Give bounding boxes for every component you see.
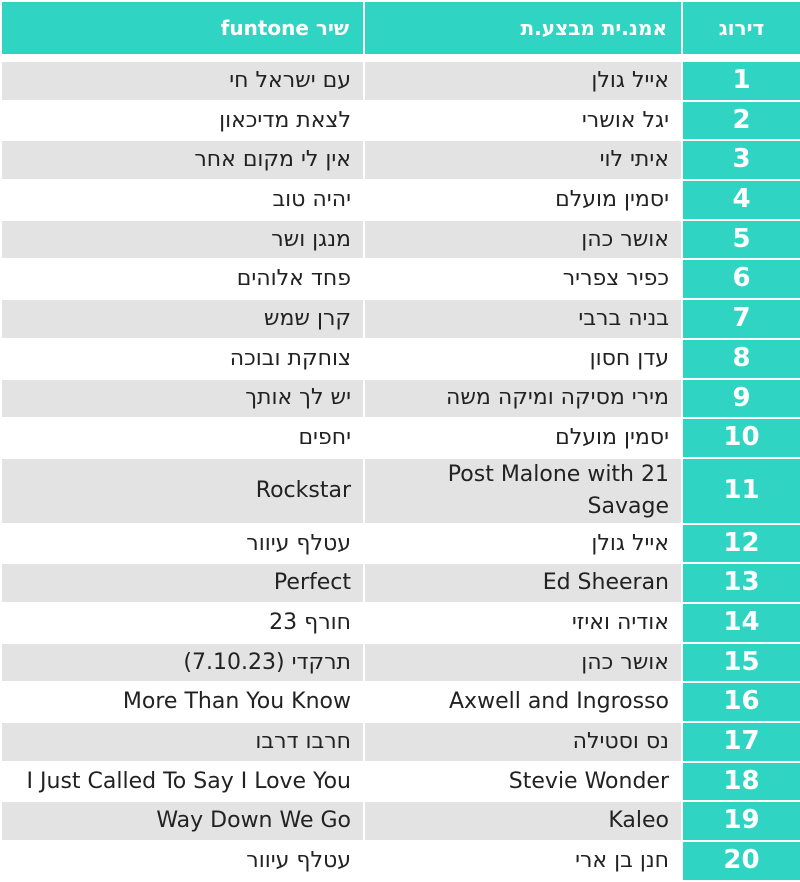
rank-cell: 18 [683, 762, 800, 801]
table-row: 7 בניה ברבי קרן שמש [2, 300, 800, 338]
rank-cell: 11 [683, 458, 800, 523]
table-row: 1 אייל גולן עם ישראל חי [2, 62, 800, 100]
table-row: 17 נס וסטילה חרבו דרבו [2, 723, 800, 761]
artist-cell: אייל גולן [365, 524, 681, 563]
table-row: 8 עדן חסון צוחקת ובוכה [2, 339, 800, 378]
song-cell: I Just Called To Say I Love You [2, 762, 363, 801]
table-row: 5 אושר כהן מנגן ושר [2, 220, 800, 259]
song-cell: עטלף עיוור [2, 524, 363, 563]
rank-cell: 10 [683, 419, 800, 457]
table-row: 11 Post Malone with 21 Savage Rockstar [2, 458, 800, 523]
artist-cell: נס וסטילה [365, 723, 681, 761]
song-cell: יחפים [2, 419, 363, 457]
table-row: 15 אושר כהן תרקדי (7.10.23) [2, 643, 800, 682]
rank-cell: 17 [683, 723, 800, 761]
table-row: 12 אייל גולן עטלף עיוור [2, 524, 800, 563]
rank-cell: 5 [683, 220, 800, 259]
artist-cell: Stevie Wonder [365, 762, 681, 801]
table-row: 10 יסמין מועלם יחפים [2, 419, 800, 457]
table-row: 14 אודיה ואיזי חורף 23 [2, 604, 800, 642]
rank-cell: 19 [683, 802, 800, 841]
table-row: 18 Stevie Wonder I Just Called To Say I Lo… [2, 762, 800, 801]
song-cell: עם ישראל חי [2, 62, 363, 100]
artist-cell: איתי לוי [365, 141, 681, 180]
artist-cell: Post Malone with 21 Savage [365, 458, 681, 523]
header-row: דירוג אמנ.ית מבצע.ת שיר funtone [2, 2, 800, 54]
rank-cell: 4 [683, 181, 800, 219]
rank-cell: 8 [683, 339, 800, 378]
artist-cell: Ed Sheeran [365, 564, 681, 603]
song-cell: Perfect [2, 564, 363, 603]
song-cell: תרקדי (7.10.23) [2, 643, 363, 682]
artist-cell: אודיה ואיזי [365, 604, 681, 642]
rank-cell: 7 [683, 300, 800, 338]
artist-cell: יסמין מועלם [365, 181, 681, 219]
rank-cell: 1 [683, 62, 800, 100]
song-cell: יש לך אותך [2, 379, 363, 418]
rank-cell: 3 [683, 141, 800, 180]
artist-cell: בניה ברבי [365, 300, 681, 338]
rank-cell: 20 [683, 842, 800, 880]
table-row: 6 כפיר צפריר פחד אלוהים [2, 260, 800, 299]
song-cell: Way Down We Go [2, 802, 363, 841]
rank-cell: 14 [683, 604, 800, 642]
rank-cell: 13 [683, 564, 800, 603]
table-row: 19 Kaleo Way Down We Go [2, 802, 800, 841]
rank-cell: 16 [683, 683, 800, 722]
artist-cell: Kaleo [365, 802, 681, 841]
song-cell: מנגן ושר [2, 220, 363, 259]
artist-cell: Axwell and Ingrosso [365, 683, 681, 722]
artist-cell: אושר כהן [365, 643, 681, 682]
rank-cell: 12 [683, 524, 800, 563]
artist-cell: יגל אושרי [365, 101, 681, 140]
song-cell: יהיה טוב [2, 181, 363, 219]
table-row: 2 יגל אושרי לצאת מדיכאון [2, 101, 800, 140]
table-row: 9 מירי מסיקה ומיקה משה יש לך אותך [2, 379, 800, 418]
artist-cell: מירי מסיקה ומיקה משה [365, 379, 681, 418]
song-cell: אין לי מקום אחר [2, 141, 363, 180]
artist-cell: עדן חסון [365, 339, 681, 378]
artist-cell: יסמין מועלם [365, 419, 681, 457]
artist-cell: אייל גולן [365, 62, 681, 100]
song-cell: קרן שמש [2, 300, 363, 338]
song-cell: Rockstar [2, 458, 363, 523]
artist-cell: אושר כהן [365, 220, 681, 259]
song-cell: צוחקת ובוכה [2, 339, 363, 378]
table-row: 16 Axwell and Ingrosso More Than You Know [2, 683, 800, 722]
song-cell: פחד אלוהים [2, 260, 363, 299]
song-cell: עטלף עיוור [2, 842, 363, 880]
song-column-header: שיר funtone [2, 2, 363, 54]
artist-cell: כפיר צפריר [365, 260, 681, 299]
rank-cell: 9 [683, 379, 800, 418]
song-cell: חרבו דרבו [2, 723, 363, 761]
song-cell: חורף 23 [2, 604, 363, 642]
table-row: 20 חנן בן ארי עטלף עיוור [2, 842, 800, 880]
rank-column-header: דירוג [683, 2, 800, 54]
spacer-cell [2, 56, 800, 60]
artist-cell: חנן בן ארי [365, 842, 681, 880]
header-spacer [2, 56, 800, 60]
song-cell: More Than You Know [2, 683, 363, 722]
artist-column-header: אמנ.ית מבצע.ת [365, 2, 681, 54]
table-row: 3 איתי לוי אין לי מקום אחר [2, 141, 800, 180]
table-row: 13 Ed Sheeran Perfect [2, 564, 800, 603]
rank-cell: 15 [683, 643, 800, 682]
rank-cell: 6 [683, 260, 800, 299]
song-cell: לצאת מדיכאון [2, 101, 363, 140]
rank-cell: 2 [683, 101, 800, 140]
table-row: 4 יסמין מועלם יהיה טוב [2, 181, 800, 219]
